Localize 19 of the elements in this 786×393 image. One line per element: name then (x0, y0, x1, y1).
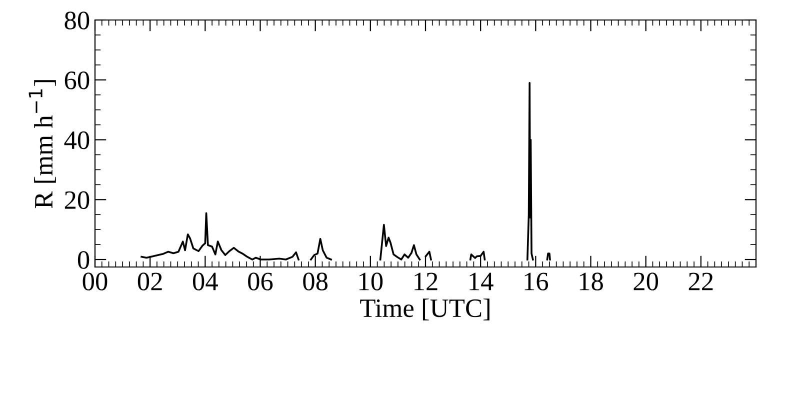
x-tick-label: 18 (580, 272, 603, 290)
x-tick-label: 10 (360, 272, 383, 290)
y-axis-title: R [mm h$^{−1}$] (28, 80, 56, 208)
x-axis-title: Time [UTC] (360, 298, 490, 320)
y-tick-label: 0 (78, 251, 90, 269)
y-tick-label: 40 (64, 131, 90, 150)
x-tick-label: 00 (82, 272, 108, 290)
x-tick-label: 12 (414, 272, 438, 290)
x-tick-label: 20 (634, 272, 658, 290)
x-tick-label: 14 (470, 272, 494, 290)
y-tick-label: 60 (64, 71, 90, 90)
x-tick-label: 16 (524, 272, 548, 290)
y-tick-label: 80 (64, 12, 90, 30)
x-tick-label: 06 (248, 272, 273, 290)
x-tick-label: 08 (303, 272, 328, 290)
x-tick-label: 02 (138, 272, 162, 290)
x-tick-label: 04 (192, 272, 218, 290)
x-tick-label: 22 (688, 272, 713, 290)
y-tick-label: 20 (64, 191, 90, 210)
